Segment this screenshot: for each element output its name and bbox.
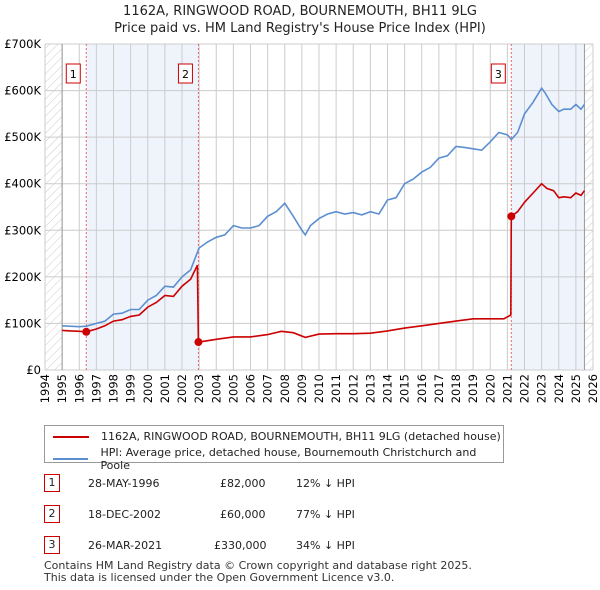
x-tick-label: 2010: [312, 374, 326, 403]
x-tick-label: 1996: [72, 374, 86, 403]
sale-point: [194, 338, 203, 347]
sale-price: £330,000: [214, 539, 267, 552]
x-tick-label: 1995: [55, 374, 69, 403]
sale-date: 18-DEC-2002: [88, 508, 162, 521]
sale-badge: 3: [44, 536, 60, 554]
legend-swatch-blue: [53, 458, 89, 460]
sale-hpi: 12% ↓ HPI: [296, 477, 355, 490]
sale-label: 3: [495, 68, 502, 81]
x-tick-label: 2022: [518, 374, 532, 403]
x-tick-label: 2018: [449, 374, 463, 403]
x-tick-label: 2014: [381, 374, 395, 403]
x-tick-label: 2000: [141, 374, 155, 403]
x-tick-label: 1994: [38, 374, 52, 403]
y-tick-label: £300K: [4, 223, 41, 237]
sale-price: £82,000: [220, 477, 266, 490]
x-tick-label: 2002: [175, 374, 189, 403]
sale-label: 2: [182, 68, 189, 81]
x-tick-label: 2003: [192, 374, 206, 403]
x-tick-label: 2006: [244, 374, 258, 403]
legend-price-paid: 1162A, RINGWOOD ROAD, BOURNEMOUTH, BH11 …: [101, 430, 501, 443]
sale-price: £60,000: [220, 508, 266, 521]
y-tick-label: £500K: [4, 130, 41, 144]
sale-label-box: [177, 63, 193, 84]
y-tick-label: £200K: [4, 270, 41, 284]
x-tick-label: 2001: [158, 374, 172, 403]
x-tick-label: 2026: [586, 374, 600, 403]
x-tick-label: 2016: [415, 374, 429, 403]
x-tick-label: 2024: [552, 374, 566, 403]
x-tick-label: 2004: [209, 374, 223, 403]
shaded-region: [511, 44, 585, 370]
x-tick-label: 2012: [346, 374, 360, 403]
x-tick-label: 2009: [295, 374, 309, 403]
x-tick-label: 2008: [278, 374, 292, 403]
x-tick-label: 1998: [107, 374, 121, 403]
legend-hpi: HPI: Average price, detached house, Bour…: [100, 446, 477, 472]
y-tick-label: £0: [26, 363, 41, 377]
sale-badge: 2: [44, 505, 60, 523]
sale-point: [507, 212, 516, 221]
footer-copyright: Contains HM Land Registry data © Crown c…: [44, 559, 472, 572]
x-tick-label: 2015: [398, 374, 412, 403]
x-tick-label: 2005: [226, 374, 240, 403]
x-tick-label: 2020: [483, 374, 497, 403]
sale-hpi: 34% ↓ HPI: [296, 539, 355, 552]
sale-badge: 1: [44, 474, 60, 492]
footer: Contains HM Land Registry data © Crown c…: [44, 560, 472, 584]
sale-label-box: [65, 63, 81, 84]
x-tick-label: 2013: [363, 374, 377, 403]
x-tick-label: 2025: [569, 374, 583, 403]
sale-label: 1: [70, 68, 77, 81]
table-row: 3 26-MAR-2021 £330,000 34% ↓ HPI: [44, 536, 484, 556]
x-tick-label: 1997: [89, 374, 103, 403]
table-row: 2 18-DEC-2002 £60,000 77% ↓ HPI: [44, 505, 484, 525]
y-tick-label: £700K: [4, 37, 41, 51]
x-tick-label: 2021: [500, 374, 514, 403]
sale-label-box: [490, 63, 506, 84]
shaded-region: [86, 44, 199, 370]
legend-swatch-red: [53, 435, 89, 438]
sale-date: 26-MAR-2021: [88, 539, 163, 552]
table-row: 1 28-MAY-1996 £82,000 12% ↓ HPI: [44, 474, 484, 494]
plot-area: 1994 1995 1996 1997 1998 1999 2000 2001 2002 2003…: [4, 37, 600, 403]
no-data-hatch: [584, 44, 593, 370]
x-tick-label: 2023: [535, 374, 549, 403]
chart-title: 1162A, RINGWOOD ROAD, BOURNEMOUTH, BH11 …: [123, 4, 477, 19]
x-tick-label: 1999: [124, 374, 138, 403]
x-tick-label: 2017: [432, 374, 446, 403]
sale-hpi: 77% ↓ HPI: [296, 508, 355, 521]
legend: 1162A, RINGWOOD ROAD, BOURNEMOUTH, BH11 …: [44, 425, 504, 472]
x-tick-label: 2007: [261, 374, 275, 403]
chart-subtitle: Price paid vs. HM Land Registry's House …: [114, 21, 486, 36]
sale-date: 28-MAY-1996: [88, 477, 160, 490]
y-tick-label: £600K: [4, 84, 41, 98]
footer-licence: This data is licensed under the Open Gov…: [44, 571, 395, 584]
y-tick-label: £100K: [4, 316, 41, 330]
price-paid-line: [62, 182, 586, 344]
hpi-line: [62, 86, 586, 328]
sale-point: [82, 327, 91, 336]
x-tick-label: 2019: [466, 374, 480, 403]
x-tick-label: 2011: [329, 374, 343, 403]
y-tick-label: £400K: [4, 177, 41, 191]
no-data-hatch: [45, 44, 63, 370]
